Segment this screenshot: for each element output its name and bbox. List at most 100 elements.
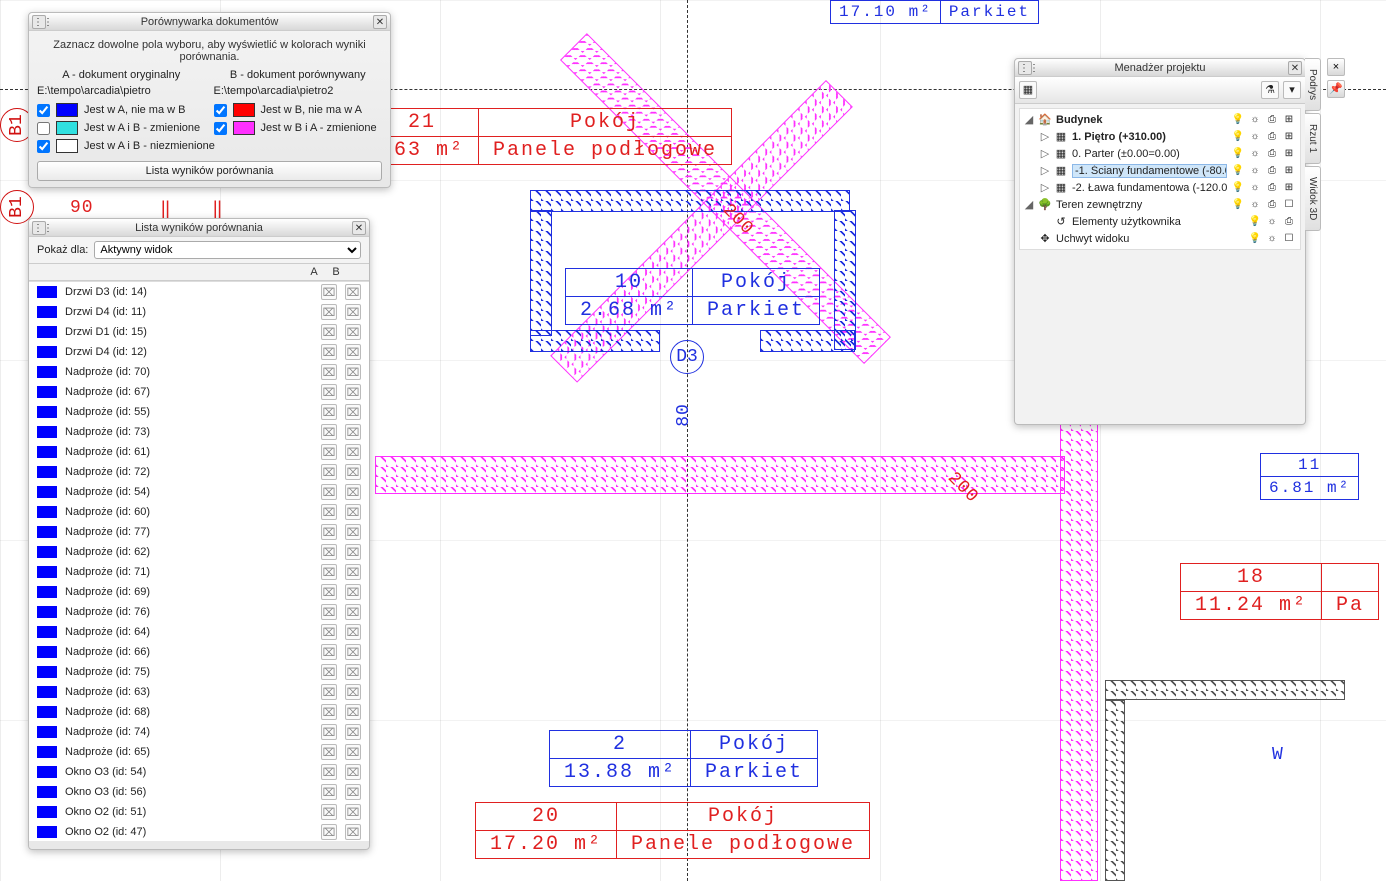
results-row[interactable]: Drzwi D3 (id: 14) ⌧ ⌧ xyxy=(29,282,369,302)
row-props-a-icon[interactable]: ⌧ xyxy=(321,544,337,560)
row-props-b-icon[interactable]: ⌧ xyxy=(345,704,361,720)
row-props-b-icon[interactable]: ⌧ xyxy=(345,744,361,760)
results-row[interactable]: Okno O2 (id: 47) ⌧ ⌧ xyxy=(29,822,369,841)
row-props-b-icon[interactable]: ⌧ xyxy=(345,324,361,340)
pm-tool-box-icon[interactable]: ☐ xyxy=(1282,232,1296,246)
pm-node[interactable]: ◢ 🌳 Teren zewnętrzny 💡☼⎙☐ xyxy=(1020,196,1300,213)
row-props-a-icon[interactable]: ⌧ xyxy=(321,704,337,720)
results-row[interactable]: Nadproże (id: 65) ⌧ ⌧ xyxy=(29,742,369,762)
results-row[interactable]: Drzwi D4 (id: 11) ⌧ ⌧ xyxy=(29,302,369,322)
row-props-a-icon[interactable]: ⌧ xyxy=(321,304,337,320)
row-props-a-icon[interactable]: ⌧ xyxy=(321,404,337,420)
row-props-b-icon[interactable]: ⌧ xyxy=(345,304,361,320)
row-props-a-icon[interactable]: ⌧ xyxy=(321,484,337,500)
row-props-a-icon[interactable]: ⌧ xyxy=(321,684,337,700)
pm-tool-sun-icon[interactable]: ☼ xyxy=(1248,113,1262,127)
expander-icon[interactable]: ◢ xyxy=(1024,198,1034,211)
pm-tool-print-icon[interactable]: ⎙ xyxy=(1265,113,1279,127)
side-pin-1[interactable]: 📌 xyxy=(1327,80,1345,98)
row-props-a-icon[interactable]: ⌧ xyxy=(321,644,337,660)
row-props-b-icon[interactable]: ⌧ xyxy=(345,464,361,480)
close-icon[interactable]: ✕ xyxy=(1288,61,1302,75)
comparator-titlebar[interactable]: ⋮⋮ Porównywarka dokumentów ✕ xyxy=(29,13,390,31)
pm-tool-grid-icon[interactable]: ⊞ xyxy=(1282,130,1296,144)
pm-node[interactable]: ▷ ▦ -1. Ściany fundamentowe (-80.00) 💡☼⎙… xyxy=(1020,162,1300,179)
row-props-a-icon[interactable]: ⌧ xyxy=(321,284,337,300)
row-props-b-icon[interactable]: ⌧ xyxy=(345,504,361,520)
expander-icon[interactable]: ▷ xyxy=(1040,130,1050,143)
cmp-checkbox-unchanged[interactable] xyxy=(37,140,50,153)
results-row[interactable]: Nadproże (id: 76) ⌧ ⌧ xyxy=(29,602,369,622)
pm-node[interactable]: ▷ ▦ 1. Piętro (+310.00) 💡☼⎙⊞ xyxy=(1020,128,1300,145)
row-props-b-icon[interactable]: ⌧ xyxy=(345,684,361,700)
pm-tool-bulb-icon[interactable]: 💡 xyxy=(1231,164,1245,178)
pm-tool-bulb-icon[interactable]: 💡 xyxy=(1231,181,1245,195)
pm-tool-print-icon[interactable]: ⎙ xyxy=(1265,130,1279,144)
row-props-a-icon[interactable]: ⌧ xyxy=(321,584,337,600)
pm-tool-print-icon[interactable]: ⎙ xyxy=(1265,198,1279,212)
row-props-b-icon[interactable]: ⌧ xyxy=(345,584,361,600)
row-props-a-icon[interactable]: ⌧ xyxy=(321,604,337,620)
cmp-checkbox-b-only[interactable] xyxy=(214,104,227,117)
results-row[interactable]: Nadproże (id: 67) ⌧ ⌧ xyxy=(29,382,369,402)
results-row[interactable]: Nadproże (id: 55) ⌧ ⌧ xyxy=(29,402,369,422)
row-props-b-icon[interactable]: ⌧ xyxy=(345,764,361,780)
row-props-b-icon[interactable]: ⌧ xyxy=(345,444,361,460)
pm-node[interactable]: ▷ ▦ 0. Parter (±0.00=0.00) 💡☼⎙⊞ xyxy=(1020,145,1300,162)
pm-tool-sun-icon[interactable]: ☼ xyxy=(1248,164,1262,178)
cmp-option-ba-chg[interactable]: Jest w B i A - zmienione xyxy=(214,119,383,137)
row-props-b-icon[interactable]: ⌧ xyxy=(345,724,361,740)
results-row[interactable]: Nadproże (id: 75) ⌧ ⌧ xyxy=(29,662,369,682)
results-row[interactable]: Drzwi D1 (id: 15) ⌧ ⌧ xyxy=(29,322,369,342)
row-props-a-icon[interactable]: ⌧ xyxy=(321,344,337,360)
pm-titlebar[interactable]: ⋮⋮ Menadżer projektu ✕ xyxy=(1015,59,1305,77)
row-props-a-icon[interactable]: ⌧ xyxy=(321,624,337,640)
pm-filter-button[interactable]: ⚗ xyxy=(1261,81,1279,99)
row-props-a-icon[interactable]: ⌧ xyxy=(321,364,337,380)
row-props-a-icon[interactable]: ⌧ xyxy=(321,784,337,800)
pm-tool-sun-icon[interactable]: ☼ xyxy=(1248,147,1262,161)
cmp-option-unchanged[interactable]: Jest w A i B - niezmienione xyxy=(37,137,382,155)
pm-tool-bulb-icon[interactable]: 💡 xyxy=(1231,130,1245,144)
results-row[interactable]: Drzwi D4 (id: 12) ⌧ ⌧ xyxy=(29,342,369,362)
row-props-a-icon[interactable]: ⌧ xyxy=(321,664,337,680)
pm-tool-sun-icon[interactable]: ☼ xyxy=(1248,198,1262,212)
pm-tool-sun-icon[interactable]: ☼ xyxy=(1265,215,1279,229)
row-props-b-icon[interactable]: ⌧ xyxy=(345,384,361,400)
row-props-b-icon[interactable]: ⌧ xyxy=(345,544,361,560)
results-row[interactable]: Nadproże (id: 70) ⌧ ⌧ xyxy=(29,362,369,382)
side-close-1[interactable]: × xyxy=(1327,58,1345,76)
side-tab[interactable]: Podrys xyxy=(1305,58,1321,111)
row-props-b-icon[interactable]: ⌧ xyxy=(345,404,361,420)
row-props-a-icon[interactable]: ⌧ xyxy=(321,824,337,840)
row-props-a-icon[interactable]: ⌧ xyxy=(321,464,337,480)
row-props-b-icon[interactable]: ⌧ xyxy=(345,364,361,380)
pm-tool-print-icon[interactable]: ⎙ xyxy=(1265,181,1279,195)
side-tab[interactable]: Widok 3D xyxy=(1305,166,1321,231)
pm-menu-button[interactable]: ▾ xyxy=(1283,81,1301,99)
row-props-b-icon[interactable]: ⌧ xyxy=(345,564,361,580)
results-row[interactable]: Nadproże (id: 64) ⌧ ⌧ xyxy=(29,622,369,642)
results-row[interactable]: Nadproże (id: 63) ⌧ ⌧ xyxy=(29,682,369,702)
pm-tool-grid-icon[interactable]: ⊞ xyxy=(1282,181,1296,195)
cmp-checkbox-ab-chg[interactable] xyxy=(37,122,50,135)
pm-tool-grid-icon[interactable]: ⊞ xyxy=(1282,113,1296,127)
row-props-b-icon[interactable]: ⌧ xyxy=(345,664,361,680)
pm-tool-bulb-icon[interactable]: 💡 xyxy=(1248,232,1262,246)
results-row[interactable]: Nadproże (id: 66) ⌧ ⌧ xyxy=(29,642,369,662)
results-row[interactable]: Nadproże (id: 62) ⌧ ⌧ xyxy=(29,542,369,562)
row-props-b-icon[interactable]: ⌧ xyxy=(345,784,361,800)
pm-tool-sun-icon[interactable]: ☼ xyxy=(1265,232,1279,246)
results-row[interactable]: Okno O3 (id: 54) ⌧ ⌧ xyxy=(29,762,369,782)
pm-node[interactable]: ◢ 🏠 Budynek 💡☼⎙⊞ xyxy=(1020,111,1300,128)
results-row[interactable]: Okno O3 (id: 56) ⌧ ⌧ xyxy=(29,782,369,802)
expander-icon[interactable]: ◢ xyxy=(1024,113,1034,126)
results-row[interactable]: Nadproże (id: 71) ⌧ ⌧ xyxy=(29,562,369,582)
pm-node[interactable]: ✥ Uchwyt widoku 💡☼☐ xyxy=(1020,230,1300,247)
row-props-a-icon[interactable]: ⌧ xyxy=(321,524,337,540)
row-props-a-icon[interactable]: ⌧ xyxy=(321,564,337,580)
row-props-b-icon[interactable]: ⌧ xyxy=(345,624,361,640)
expander-icon[interactable]: ▷ xyxy=(1040,181,1050,194)
row-props-a-icon[interactable]: ⌧ xyxy=(321,424,337,440)
results-row[interactable]: Nadproże (id: 60) ⌧ ⌧ xyxy=(29,502,369,522)
